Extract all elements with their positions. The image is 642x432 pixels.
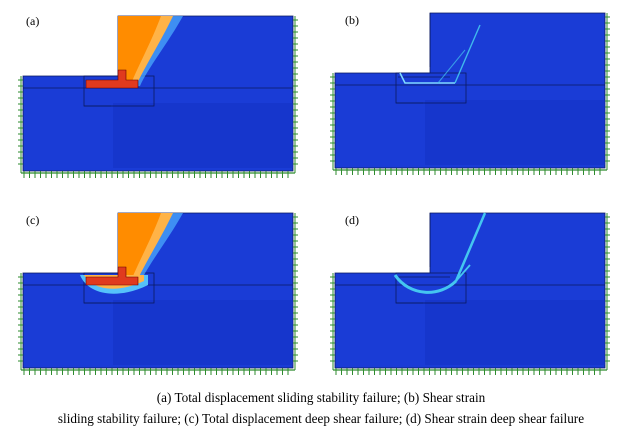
footing-zone-outline	[395, 272, 467, 304]
shear-band-diagonal	[454, 212, 487, 282]
panel-c-plot	[18, 212, 298, 375]
lower-soil-zone	[425, 300, 605, 365]
shear-band-secondary	[455, 264, 471, 282]
panel-d-label: (d)	[345, 213, 359, 227]
panel-b-label: (b)	[345, 13, 359, 27]
retaining-wall	[85, 69, 139, 89]
shear-band-diagonal	[454, 24, 481, 84]
figure-caption-line-1: (a) Total displacement sliding stability…	[156, 390, 486, 405]
panel-a: (a)	[18, 8, 300, 188]
contour-band-orange	[118, 213, 161, 281]
lower-soil-zone	[113, 300, 293, 365]
panel-a-label: (a)	[26, 14, 40, 28]
panel-d: (d)	[330, 205, 612, 385]
lower-soil-zone	[113, 103, 293, 168]
panel-c-label: (c)	[26, 213, 40, 227]
lower-soil-zone	[425, 100, 605, 165]
panel-c: (c)	[18, 205, 300, 385]
panel-b: (b)	[330, 5, 612, 185]
figure-caption-line-2: sliding stability failure; (c) Total dis…	[57, 411, 585, 426]
shear-band-secondary	[437, 49, 466, 84]
panel-b-plot	[330, 12, 610, 175]
shear-band-deep	[393, 274, 458, 294]
contour-band-orange	[118, 16, 161, 84]
footing-zone-outline	[395, 72, 467, 104]
panel-a-plot	[18, 15, 298, 178]
panel-d-plot	[330, 212, 610, 375]
retaining-wall	[85, 266, 139, 286]
